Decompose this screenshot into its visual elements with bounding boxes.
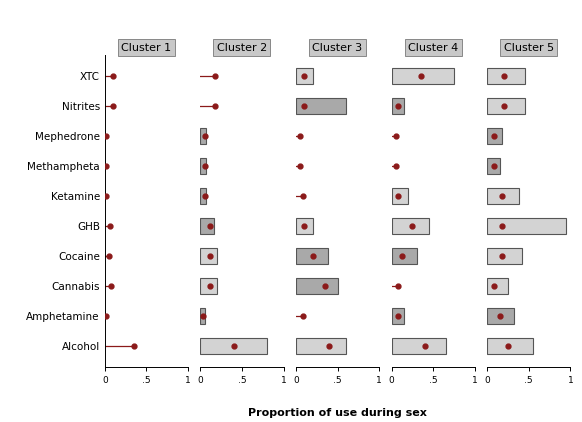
FancyBboxPatch shape	[487, 68, 524, 84]
FancyBboxPatch shape	[200, 338, 267, 354]
FancyBboxPatch shape	[392, 68, 454, 84]
FancyBboxPatch shape	[392, 188, 408, 204]
Title: Cluster 5: Cluster 5	[504, 43, 554, 53]
Title: Cluster 4: Cluster 4	[408, 43, 458, 53]
FancyBboxPatch shape	[392, 308, 404, 325]
FancyBboxPatch shape	[296, 97, 346, 114]
FancyBboxPatch shape	[296, 278, 338, 294]
FancyBboxPatch shape	[200, 128, 206, 144]
FancyBboxPatch shape	[200, 248, 217, 264]
FancyBboxPatch shape	[487, 128, 502, 144]
FancyBboxPatch shape	[487, 218, 566, 234]
FancyBboxPatch shape	[487, 188, 519, 204]
FancyBboxPatch shape	[487, 97, 524, 114]
FancyBboxPatch shape	[200, 278, 217, 294]
FancyBboxPatch shape	[487, 308, 514, 325]
FancyBboxPatch shape	[296, 338, 346, 354]
Text: Proportion of use during sex: Proportion of use during sex	[248, 408, 427, 418]
FancyBboxPatch shape	[487, 338, 533, 354]
FancyBboxPatch shape	[392, 248, 417, 264]
FancyBboxPatch shape	[200, 308, 204, 325]
FancyBboxPatch shape	[296, 248, 328, 264]
FancyBboxPatch shape	[487, 158, 500, 174]
Title: Cluster 3: Cluster 3	[313, 43, 363, 53]
FancyBboxPatch shape	[392, 97, 404, 114]
Title: Cluster 2: Cluster 2	[217, 43, 267, 53]
Title: Cluster 1: Cluster 1	[121, 43, 171, 53]
FancyBboxPatch shape	[487, 248, 522, 264]
FancyBboxPatch shape	[296, 68, 313, 84]
FancyBboxPatch shape	[296, 218, 313, 234]
FancyBboxPatch shape	[392, 338, 446, 354]
FancyBboxPatch shape	[392, 218, 429, 234]
FancyBboxPatch shape	[200, 218, 214, 234]
FancyBboxPatch shape	[200, 158, 206, 174]
FancyBboxPatch shape	[487, 278, 508, 294]
FancyBboxPatch shape	[200, 188, 206, 204]
